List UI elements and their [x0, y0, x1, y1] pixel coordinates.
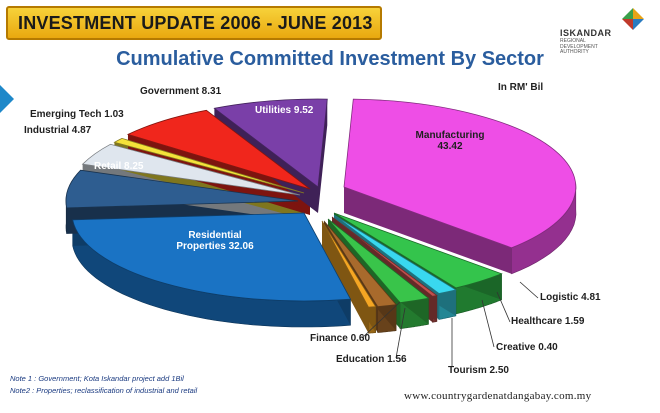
banner-title: INVESTMENT UPDATE 2006 - JUNE 2013 [18, 13, 373, 33]
chart-unit: In RM' Bil [498, 82, 544, 93]
leader-line-finance [361, 301, 401, 339]
slice-logistic [333, 212, 503, 289]
slice-retail [65, 169, 299, 209]
website-watermark: www.countrygardenatdangabay.com.my [404, 390, 592, 402]
logo-subtitle: REGIONAL DEVELOPMENT AUTHORITY [560, 38, 598, 55]
chart-title: Cumulative Committed Investment By Secto… [116, 48, 544, 70]
iskandar-logo: ISKANDAR REGIONAL DEVELOPMENT AUTHORITY [560, 6, 652, 56]
label-logistic: Logistic 4.81 [540, 292, 601, 303]
left-arrow-icon [0, 85, 14, 113]
slice-utilities [213, 98, 328, 188]
slice-healthcare [333, 214, 457, 294]
label-creative: Creative 0.40 [496, 342, 558, 353]
leader-line-creative [481, 299, 495, 348]
leader-line-healthcare [496, 291, 511, 323]
label-education: Education 1.56 [336, 354, 407, 365]
label-manufacturing: Manufacturing 43.42 [415, 130, 485, 152]
slice-government [126, 109, 311, 190]
slice-tourism [327, 218, 430, 304]
leader-line-logistic [519, 281, 539, 299]
slice-emerging-tech [113, 137, 305, 194]
label-government: Government 8.31 [140, 86, 222, 97]
slice-creative [331, 216, 438, 297]
slice-residential-properties [72, 212, 352, 302]
slice-side-utilities-1 [318, 99, 328, 213]
slice-industrial [81, 143, 301, 196]
slice-side-manufacturing-1 [344, 187, 512, 274]
label-utilities: Utilities 9.52 [255, 105, 314, 116]
note-2: Note2 : Properties; reclassification of … [10, 386, 198, 395]
slice-manufacturing [343, 98, 577, 249]
label-tourism: Tourism 2.50 [448, 365, 509, 376]
label-emerging-tech: Emerging Tech 1.03 [30, 109, 124, 120]
slice-finance [321, 220, 377, 308]
slice-side-finance-1 [322, 221, 369, 334]
leader-line-education [395, 307, 406, 359]
label-healthcare: Healthcare 1.59 [511, 316, 585, 327]
label-finance: Finance 0.60 [310, 333, 371, 344]
title-banner: INVESTMENT UPDATE 2006 - JUNE 2013 [6, 6, 382, 40]
logo-mark-icon [622, 8, 644, 30]
logo-name: ISKANDAR [560, 28, 612, 38]
label-retail: Retail 8.25 [94, 161, 144, 172]
slice-education [323, 220, 397, 308]
note-1: Note 1 : Government; Kota Iskandar proje… [10, 374, 184, 383]
label-residential-properties: Residential Properties 32.06 [176, 230, 254, 252]
label-industrial: Industrial 4.87 [24, 125, 92, 136]
